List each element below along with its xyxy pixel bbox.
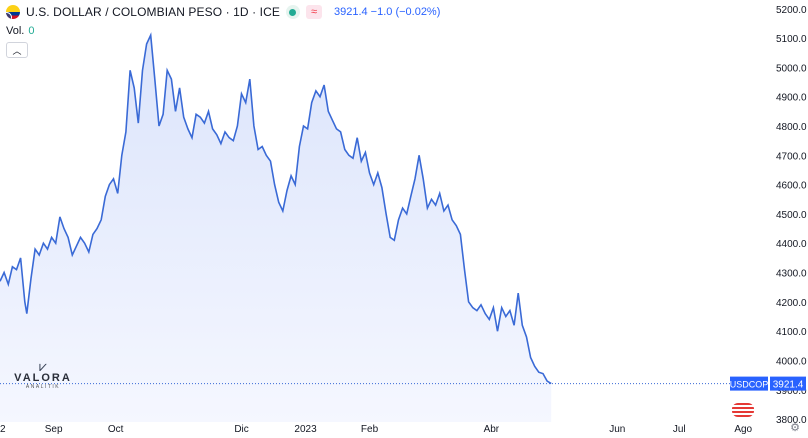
us-flag-icon[interactable] [731, 402, 755, 418]
y-tick-label: 4800.0 [776, 122, 807, 133]
x-tick-label: Jul [673, 424, 686, 435]
y-tick-label: 4000.0 [776, 356, 807, 367]
y-tick-label: 5100.0 [776, 34, 807, 45]
logo-subtitle: ANALITIK [25, 384, 61, 390]
gear-icon[interactable]: ⚙ [790, 422, 800, 434]
y-tick-label: 4300.0 [776, 269, 807, 280]
y-tick-label: 4500.0 [776, 210, 807, 221]
x-tick-label: 2023 [294, 424, 317, 435]
currency-flag-icon [6, 5, 20, 19]
last-price-value: 3921.4 [773, 380, 804, 391]
y-tick-label: 3800.0 [776, 415, 807, 426]
series-line [0, 32, 552, 385]
last-price-badge: USDCOP 3921.4 [730, 376, 806, 391]
market-status-icon[interactable] [285, 5, 300, 19]
y-tick-label: 3900.0 [776, 386, 807, 397]
x-tick-label: 2 [0, 424, 6, 435]
last-price-symbol: USDCOP [730, 380, 769, 390]
y-tick-label: 5200.0 [776, 5, 807, 16]
y-tick-label: 4200.0 [776, 298, 807, 309]
y-tick-label: 4400.0 [776, 239, 807, 250]
x-tick-label: Feb [361, 424, 379, 435]
volume-value: 0 [28, 25, 35, 37]
x-tick-label: Dic [234, 424, 248, 435]
y-tick-label: 4100.0 [776, 327, 807, 338]
y-tick-label: 4700.0 [776, 151, 807, 162]
watermark-logo: ⩗ VALORA ANALITIK [8, 358, 78, 390]
y-tick-label: 4600.0 [776, 181, 807, 192]
volume-label: Vol. [6, 25, 25, 37]
symbol-title[interactable]: U.S. DOLLAR / COLOMBIAN PESO · 1D · ICE [26, 5, 280, 19]
compare-wave-icon[interactable]: ≈ [305, 5, 322, 19]
y-tick-label: 4900.0 [776, 93, 807, 104]
x-tick-label: Abr [484, 424, 500, 435]
chevron-up-icon[interactable]: ︿ [6, 42, 28, 58]
y-tick-label: 5000.0 [776, 63, 807, 74]
x-tick-label: Ago [734, 424, 752, 435]
x-tick-label: Sep [45, 424, 63, 435]
chart-header: U.S. DOLLAR / COLOMBIAN PESO · 1D · ICE … [6, 5, 440, 19]
volume-legend: Vol. 0 [6, 25, 34, 37]
last-quote: 3921.4 −1.0 (−0.02%) [333, 6, 441, 18]
series-area [0, 35, 552, 422]
logo-name: VALORA [14, 372, 72, 384]
logo-mark: ⩗ [39, 358, 47, 374]
x-tick-label: Oct [108, 424, 124, 435]
x-tick-label: Jun [609, 424, 625, 435]
